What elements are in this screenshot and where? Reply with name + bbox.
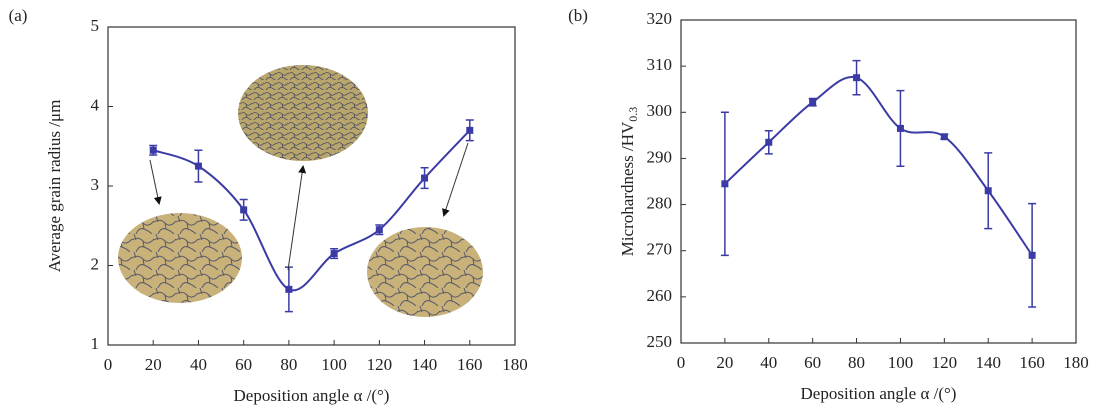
x-tick-label: 140: [975, 353, 1001, 372]
micrograph: [367, 227, 483, 317]
arrow: [149, 159, 162, 205]
data-point: [809, 98, 817, 106]
charts: (a) 0 20 40 60 80 100 120 140 160 180 1 2 3 4 5 Depositi…: [9, 6, 1089, 405]
y-tick-label: 250: [647, 332, 673, 351]
data-point: [853, 74, 861, 82]
data-point: [240, 206, 248, 214]
data-point: [1028, 251, 1036, 259]
x-tick-label: 100: [888, 353, 914, 372]
x-axis-label: Deposition angle α /(°): [801, 384, 957, 403]
y-tick-label: 280: [647, 193, 673, 212]
x-tick-label: 0: [104, 355, 113, 374]
y-tick-label: 290: [647, 147, 673, 166]
y-axis-label-main: Average grain radius /μm: [45, 100, 64, 273]
data-point: [330, 250, 338, 258]
x-tick-label: 60: [235, 355, 252, 374]
y-tick-label: 320: [647, 9, 673, 28]
arrow: [287, 165, 307, 271]
x-tick-label: 0: [677, 353, 686, 372]
y-tick-label: 4: [91, 95, 100, 114]
x-tick-label: 120: [932, 353, 958, 372]
panel-label: (a): [9, 6, 28, 25]
x-tick-label: 120: [367, 355, 393, 374]
plot-frame: [680, 19, 1077, 344]
micrograph: [238, 65, 368, 161]
data-point: [721, 180, 729, 188]
x-tick-label: 180: [1063, 353, 1089, 372]
x-tick-label: 80: [280, 355, 297, 374]
panel-label: (b): [568, 6, 588, 25]
data-point: [194, 162, 202, 170]
data-point: [421, 174, 429, 182]
x-tick-label: 60: [804, 353, 821, 372]
x-tick-label: 180: [502, 355, 528, 374]
x-tick-label: 140: [412, 355, 438, 374]
x-tick-label: 40: [190, 355, 207, 374]
y-tick-label: 5: [91, 16, 100, 35]
y-axis-label-main: Microhardness /HV: [618, 121, 637, 256]
y-tick-label: 260: [647, 286, 673, 305]
data-point: [984, 187, 992, 195]
micrographs: [118, 65, 483, 317]
data-point: [285, 285, 293, 293]
y-tick-label: 1: [91, 334, 100, 353]
y-tick-label: 2: [91, 254, 100, 273]
chart-panel: (b) 0 20 40 60 80 100 120 140 160 180 250 260 270 280 2…: [568, 6, 1089, 403]
x-tick-label: 20: [145, 355, 162, 374]
micrograph: [118, 213, 242, 303]
x-tick-label: 160: [1019, 353, 1045, 372]
x-axis-label: Deposition angle α /(°): [234, 386, 390, 405]
y-tick-label: 3: [91, 175, 100, 194]
y-axis-label-sub: 0.3: [626, 107, 640, 122]
data-point: [466, 126, 474, 134]
y-axis-label: Average grain radius /μm: [45, 100, 64, 273]
data-point: [765, 138, 773, 146]
x-tick-label: 160: [457, 355, 483, 374]
chart-panel: (a) 0 20 40 60 80 100 120 140 160 180 1 2 3 4 5 Depositi…: [9, 6, 528, 405]
y-tick-label: 300: [647, 101, 673, 120]
x-tick-label: 100: [321, 355, 347, 374]
arrow: [442, 142, 469, 217]
data-point: [149, 146, 157, 154]
data-point: [940, 133, 948, 141]
data-point: [896, 124, 904, 132]
x-tick-label: 40: [760, 353, 777, 372]
data-point: [375, 226, 383, 234]
x-tick-label: 80: [848, 353, 865, 372]
y-tick-label: 270: [647, 240, 673, 259]
x-tick-label: 20: [716, 353, 733, 372]
y-tick-label: 310: [647, 55, 673, 74]
y-axis-label: Microhardness /HV0.3: [618, 107, 640, 257]
